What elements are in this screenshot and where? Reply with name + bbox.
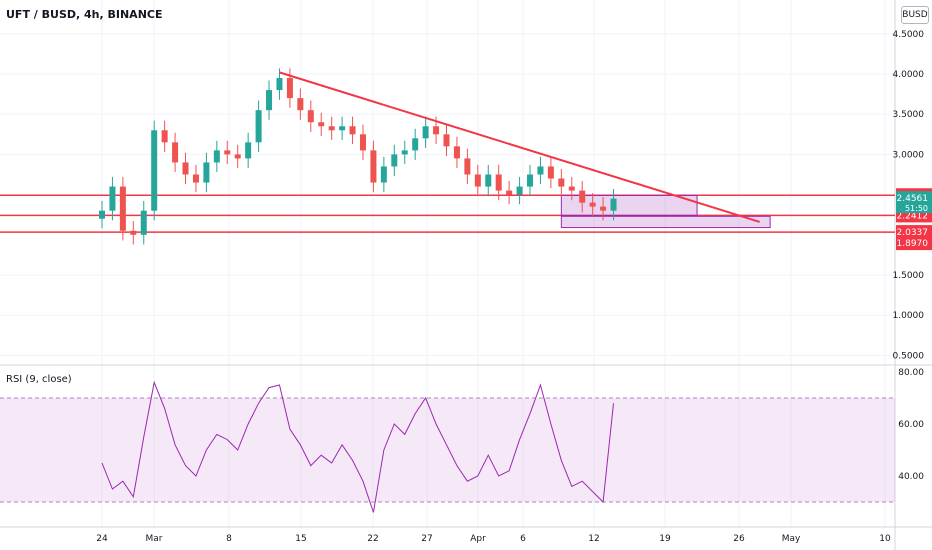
candle[interactable] [130,230,137,235]
y-tick-label: 3.0000 [893,150,925,160]
candle[interactable] [547,166,554,179]
x-tick-label: 12 [588,534,599,544]
x-tick-label: 8 [226,534,232,544]
candle[interactable] [266,90,273,111]
last-price-tag [896,191,932,214]
candle[interactable] [151,130,158,211]
candle[interactable] [234,154,241,159]
price-level-tag [896,236,932,251]
zone-rect[interactable] [560,215,771,229]
candle[interactable] [558,178,565,187]
candle[interactable] [182,162,189,175]
candle[interactable] [391,154,398,167]
rsi-title: RSI (9, close) [6,374,72,385]
zone-rect[interactable] [560,194,698,217]
x-tick-label: 27 [421,534,432,544]
candle[interactable] [318,122,325,127]
x-tick-label: 24 [96,534,108,544]
candle[interactable] [140,210,147,235]
rsi-line [101,380,615,513]
candle[interactable] [172,142,179,163]
candle[interactable] [203,162,210,183]
candle[interactable] [192,174,199,183]
candle[interactable] [589,202,596,207]
candle[interactable] [537,166,544,175]
price-level-tag [896,225,932,240]
candle[interactable] [99,210,105,219]
trendline[interactable] [279,71,760,223]
price-level-label: 2.2412 [897,211,929,221]
rsi-tick-label: 60.00 [898,420,924,430]
candle[interactable] [401,150,408,155]
candle[interactable] [527,174,534,187]
candle[interactable] [506,190,513,195]
rsi-tick-label: 80.00 [898,368,924,378]
candle[interactable] [610,198,617,211]
y-tick-label: 4.5000 [893,30,925,40]
currency-button[interactable]: BUSD [901,6,929,24]
candle[interactable] [380,166,387,183]
x-tick-label: Mar [146,534,163,544]
candle[interactable] [276,78,283,91]
candle[interactable] [579,190,586,203]
candle[interactable] [474,174,481,187]
candle[interactable] [495,174,502,191]
bar-countdown: 51:50 [905,204,928,213]
y-tick-label: 0.5000 [893,351,925,361]
candle[interactable] [297,98,304,111]
x-tick-label: 10 [879,534,891,544]
candle[interactable] [339,126,346,131]
candle[interactable] [412,138,419,151]
y-tick-label: 1.5000 [893,271,925,281]
x-tick-label: 22 [367,534,378,544]
x-tick-label: 6 [520,534,526,544]
x-tick-label: 26 [733,534,745,544]
x-tick-label: 19 [659,534,671,544]
candle[interactable] [443,134,450,147]
price-level-label: 2.0337 [897,228,929,238]
candle[interactable] [161,130,168,143]
candle[interactable] [349,126,356,135]
candle[interactable] [516,186,523,195]
candle[interactable] [464,158,471,175]
candle[interactable] [109,186,116,211]
symbol-title: UFT / BUSD, 4h, BINANCE [6,8,163,21]
candle[interactable] [213,150,220,163]
candle[interactable] [245,142,252,159]
rsi-tick-label: 40.00 [898,472,924,482]
candle[interactable] [485,174,492,187]
last-price-label: 2.4561 [897,194,929,204]
candle[interactable] [328,126,335,131]
candle[interactable] [307,110,314,123]
y-tick-label: 1.0000 [893,311,925,321]
x-tick-label: Apr [470,534,486,544]
price-level-label: 1.8970 [897,239,929,249]
candle[interactable] [422,126,429,139]
candle[interactable] [359,134,366,151]
candle[interactable] [286,78,293,99]
candle[interactable] [119,186,126,231]
candle[interactable] [224,150,231,155]
candle[interactable] [370,150,377,183]
candle[interactable] [433,126,440,135]
candle[interactable] [255,110,262,143]
candle[interactable] [568,186,575,191]
y-tick-label: 3.5000 [893,110,925,120]
y-tick-label: 4.0000 [893,70,925,80]
rsi-band [0,398,895,502]
candle[interactable] [453,146,460,159]
candle[interactable] [600,206,607,211]
x-tick-label: May [782,534,801,544]
x-tick-label: 15 [295,534,306,544]
